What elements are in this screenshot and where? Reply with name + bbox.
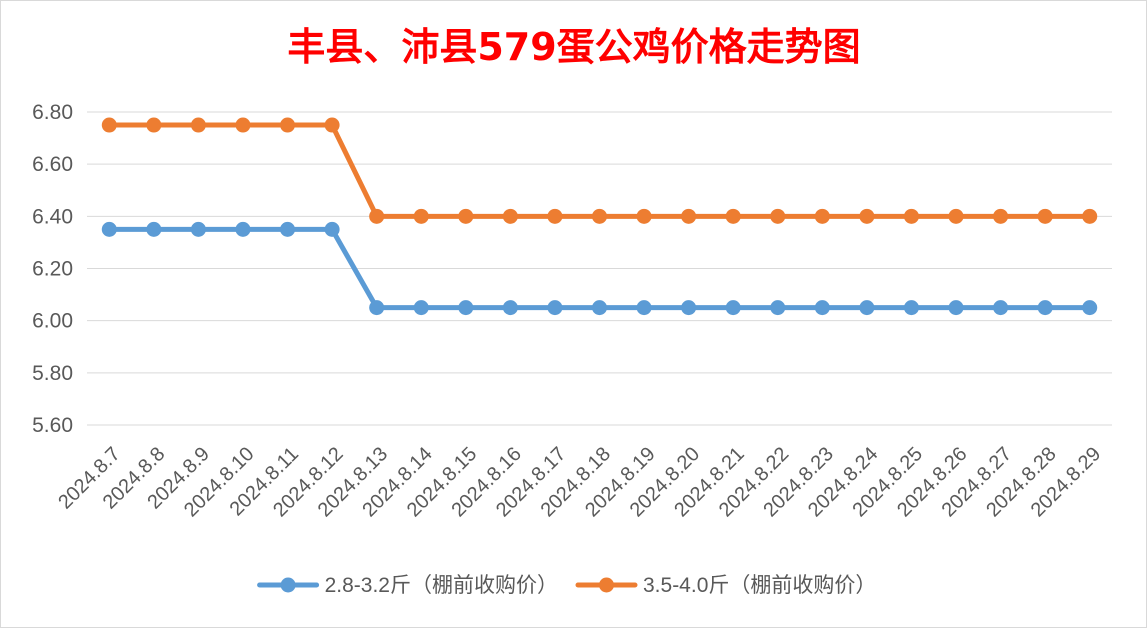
series-2-point-7	[369, 208, 385, 224]
series-2-point-19	[903, 208, 919, 224]
series-2-point-11	[547, 208, 563, 224]
series-1-point-9	[458, 300, 474, 316]
y-tick-label: 5.80	[32, 362, 73, 385]
chart-title: 丰县、沛县579蛋公鸡价格走势图	[287, 25, 860, 69]
y-tick-label: 5.60	[32, 414, 73, 437]
series-2-point-5	[280, 117, 296, 133]
y-tick-label: 6.00	[32, 310, 73, 333]
series-2-point-4	[235, 117, 251, 133]
series-1-point-17	[814, 300, 830, 316]
series-group	[101, 117, 1098, 316]
series-2-point-3	[190, 117, 206, 133]
series-2-point-6	[324, 117, 340, 133]
legend-item-1: 2.8-3.2斤（棚前收购价）	[257, 574, 558, 597]
series-1-point-19	[903, 300, 919, 316]
series-1-point-23	[1082, 300, 1098, 316]
legend-marker-1	[280, 577, 296, 593]
series-2-point-1	[101, 117, 117, 133]
series-1-point-20	[948, 300, 964, 316]
series-2-point-16	[770, 208, 786, 224]
series-1-point-22	[1037, 300, 1053, 316]
series-1-point-14	[681, 300, 697, 316]
series-2-point-23	[1082, 208, 1098, 224]
series-1-point-4	[235, 221, 251, 237]
series-2-point-10	[502, 208, 518, 224]
series-1-point-3	[190, 221, 206, 237]
legend-item-2: 3.5-4.0斤（棚前收购价）	[575, 574, 876, 597]
series-1	[101, 221, 1098, 316]
series-1-point-12	[592, 300, 607, 316]
series-1-point-15	[725, 300, 741, 316]
series-1-point-21	[993, 300, 1009, 316]
legend: 2.8-3.2斤（棚前收购价） 3.5-4.0斤（棚前收购价）	[257, 574, 876, 597]
legend-label-2: 3.5-4.0斤（棚前收购价）	[643, 574, 876, 597]
y-tick-label: 6.80	[32, 101, 73, 124]
series-1-point-2	[146, 221, 162, 237]
series-1-point-5	[280, 221, 296, 237]
series-1-point-10	[502, 300, 518, 316]
series-2-point-17	[814, 208, 830, 224]
series-1-point-1	[101, 221, 117, 237]
series-2-point-12	[592, 208, 607, 224]
y-axis-labels: 5.60 5.80 6.00 6.20 6.40 6.60 6.80	[32, 101, 73, 437]
series-2-point-22	[1037, 208, 1053, 224]
series-2-point-13	[636, 208, 652, 224]
legend-label-1: 2.8-3.2斤（棚前收购价）	[325, 574, 558, 597]
series-2-point-15	[725, 208, 741, 224]
series-1-point-13	[636, 300, 652, 316]
y-tick-label: 6.20	[32, 258, 73, 281]
y-tick-label: 6.40	[32, 205, 73, 228]
series-1-point-7	[369, 300, 385, 316]
series-1-point-8	[413, 300, 429, 316]
series-2-point-18	[859, 208, 875, 224]
series-2-point-20	[948, 208, 964, 224]
legend-marker-2	[599, 577, 614, 593]
series-2-point-14	[681, 208, 697, 224]
series-2-point-21	[993, 208, 1009, 224]
series-1-point-11	[547, 300, 563, 316]
series-2-point-9	[458, 208, 474, 224]
series-2-point-8	[413, 208, 429, 224]
series-1-point-16	[770, 300, 786, 316]
series-2-point-2	[146, 117, 162, 133]
series-2	[101, 117, 1098, 224]
series-1-point-6	[324, 221, 340, 237]
series-1-point-18	[859, 300, 875, 316]
y-tick-label: 6.60	[32, 153, 73, 176]
